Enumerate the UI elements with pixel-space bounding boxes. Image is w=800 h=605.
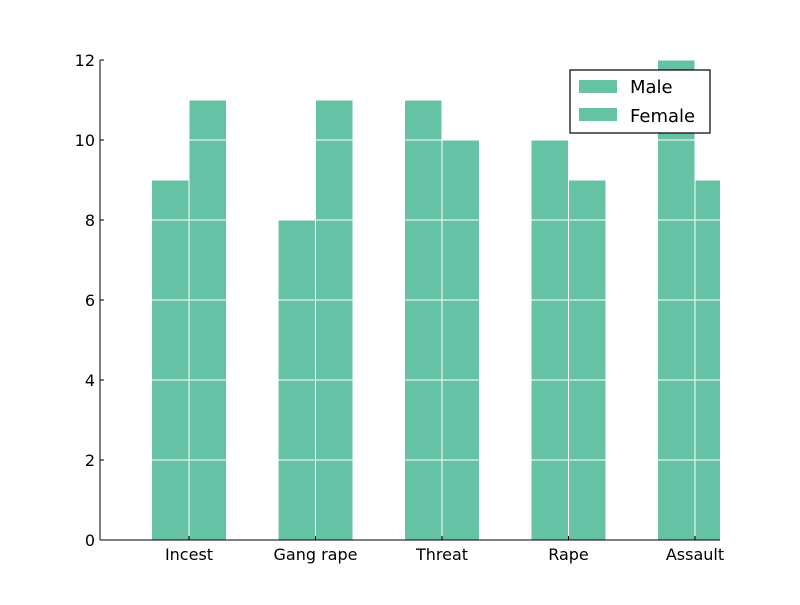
x-tick-label: Assault bbox=[666, 545, 724, 564]
legend-label-male: Male bbox=[630, 77, 673, 98]
bar-male-incest bbox=[151, 179, 190, 541]
y-tick-label: 2 bbox=[85, 451, 95, 470]
x-tick-label: Incest bbox=[165, 545, 213, 564]
y-ticks-layer: 0 2 4 6 8 10 12 bbox=[75, 51, 104, 550]
y-tick-label: 0 bbox=[85, 531, 95, 550]
y-tick-label: 4 bbox=[85, 371, 95, 390]
legend-swatch-female bbox=[579, 108, 617, 121]
y-tick-label: 8 bbox=[85, 211, 95, 230]
x-tick-label: Threat bbox=[415, 545, 468, 564]
y-tick-label: 6 bbox=[85, 291, 95, 310]
x-tick-label: Rape bbox=[548, 545, 589, 564]
x-tick-label: Gang rape bbox=[274, 545, 358, 564]
legend-swatch-male bbox=[579, 80, 617, 93]
x-ticks-layer: Incest Gang rape Threat Rape Assault bbox=[165, 536, 724, 564]
gridlines-layer bbox=[100, 139, 720, 461]
bar-female-gang-rape bbox=[315, 99, 354, 541]
legend-label-female: Female bbox=[630, 106, 695, 127]
bar-male-rape bbox=[530, 139, 569, 541]
bar-female-rape bbox=[568, 179, 607, 541]
bar-male-threat bbox=[404, 99, 443, 541]
y-tick-label: 12 bbox=[75, 51, 95, 70]
bar-female-threat bbox=[441, 139, 480, 541]
bar-female-assault bbox=[694, 179, 720, 541]
legend: Male Female bbox=[569, 69, 711, 134]
bar-female-incest bbox=[188, 99, 227, 541]
y-tick-label: 10 bbox=[75, 131, 95, 150]
